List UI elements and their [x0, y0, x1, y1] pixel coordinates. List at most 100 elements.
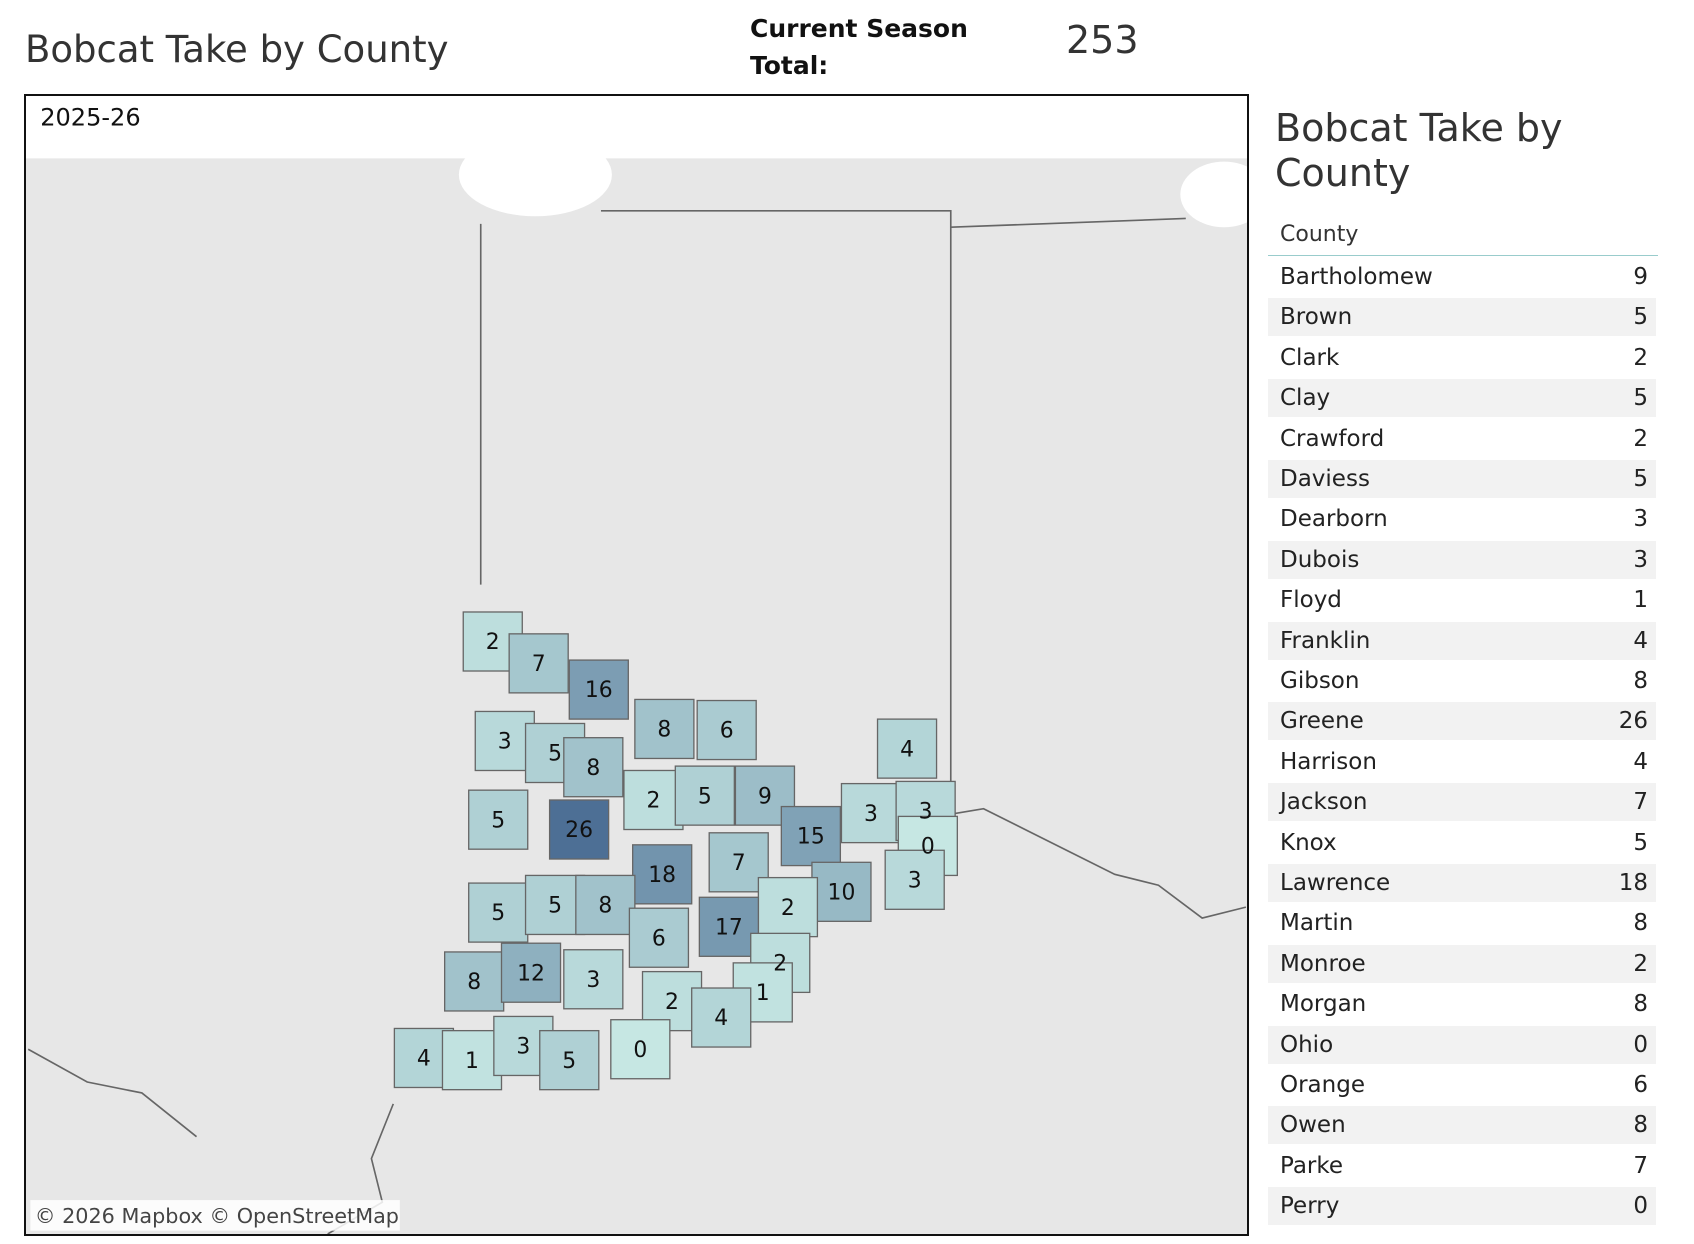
county[interactable] — [539, 1029, 600, 1091]
county[interactable] — [696, 699, 757, 761]
county-value: 8 — [1633, 910, 1648, 937]
county-label: 2 — [486, 630, 500, 655]
county-label: 9 — [758, 784, 772, 809]
county-value: 18 — [1618, 870, 1648, 896]
county[interactable] — [508, 633, 569, 694]
county[interactable] — [780, 805, 842, 867]
table-row[interactable]: Parke 7 — [1268, 1146, 1656, 1185]
county-label: 1 — [465, 1049, 479, 1074]
county-value: 4 — [1633, 627, 1648, 654]
total-value: 253 — [1066, 18, 1139, 62]
table-row[interactable]: Crawford 2 — [1268, 419, 1656, 458]
table-title: Bobcat Take by County — [1275, 106, 1563, 195]
lake — [458, 133, 612, 217]
table-row[interactable]: Clay 5 — [1268, 379, 1656, 418]
table-row[interactable]: Clark 2 — [1268, 338, 1656, 377]
table-row[interactable]: Dearborn 3 — [1268, 500, 1656, 539]
table-row[interactable]: Harrison 4 — [1268, 742, 1656, 781]
table-row[interactable]: Monroe 2 — [1268, 944, 1656, 983]
table-row[interactable]: Brown 5 — [1268, 298, 1656, 337]
county-name: Perry — [1280, 1193, 1340, 1220]
county-value: 5 — [1633, 466, 1648, 492]
county-value: 1 — [1633, 587, 1648, 614]
county-name: Clay — [1280, 385, 1331, 412]
county-name: Monroe — [1280, 950, 1366, 977]
county[interactable] — [500, 942, 562, 1003]
county[interactable] — [468, 789, 529, 850]
dashboard-title: Bobcat Take by County — [25, 28, 449, 71]
table-row[interactable]: Martin 8 — [1268, 904, 1656, 943]
table-row[interactable]: Owen 8 — [1268, 1106, 1656, 1145]
county-label: 8 — [598, 894, 612, 919]
table-row[interactable]: Bartholomew 9 — [1268, 258, 1656, 296]
table-row[interactable]: Gibson 8 — [1268, 662, 1656, 700]
county-value: 8 — [1633, 1112, 1648, 1139]
county[interactable] — [674, 765, 735, 826]
table-row[interactable]: Daviess 5 — [1268, 460, 1656, 498]
county[interactable] — [623, 769, 684, 831]
county-label: 3 — [498, 730, 512, 755]
county-label: 2 — [646, 789, 660, 814]
table-row[interactable]: Jackson 7 — [1268, 783, 1656, 822]
county-label: 6 — [652, 926, 666, 951]
county-label: 5 — [491, 808, 505, 833]
county-label: 4 — [714, 1006, 728, 1031]
state-border — [950, 807, 1247, 919]
county[interactable] — [691, 987, 752, 1048]
county-name: Orange — [1280, 1072, 1365, 1098]
county[interactable] — [568, 659, 629, 720]
county-label: 3 — [864, 802, 878, 827]
table-row[interactable]: Knox 5 — [1268, 823, 1656, 862]
table-row[interactable]: Morgan 8 — [1268, 985, 1656, 1024]
state-border — [950, 217, 1186, 229]
county-label: 26 — [565, 818, 593, 843]
county-label: 6 — [720, 719, 734, 744]
table-row[interactable]: Greene 26 — [1268, 702, 1656, 741]
county[interactable] — [876, 718, 938, 779]
lake — [1180, 161, 1247, 228]
county[interactable] — [474, 710, 535, 772]
county[interactable] — [444, 951, 505, 1012]
county[interactable] — [634, 698, 695, 760]
county[interactable] — [441, 1029, 503, 1091]
total-label: Current Season Total: — [750, 14, 968, 80]
county[interactable] — [610, 1019, 671, 1080]
table-row[interactable]: Perry 0 — [1268, 1187, 1656, 1226]
county[interactable] — [524, 874, 586, 936]
county-label: 5 — [548, 894, 562, 919]
table-row[interactable]: Franklin 4 — [1268, 621, 1656, 660]
county-value: 8 — [1633, 668, 1648, 694]
county-name: Lawrence — [1280, 870, 1391, 896]
county-name: Brown — [1280, 304, 1353, 331]
table-row[interactable]: Lawrence 18 — [1268, 864, 1656, 902]
county[interactable] — [628, 907, 690, 968]
county-value: 5 — [1633, 304, 1648, 331]
county[interactable] — [884, 849, 945, 910]
county-value: 2 — [1633, 425, 1648, 452]
county-label: 15 — [797, 825, 825, 850]
county-value: 7 — [1633, 789, 1648, 816]
county-label: 4 — [417, 1047, 431, 1072]
map-header — [26, 96, 1247, 159]
county-label: 8 — [467, 970, 481, 995]
county-value: 2 — [1633, 344, 1648, 371]
county[interactable] — [698, 896, 760, 957]
table-row[interactable]: Orange 6 — [1268, 1066, 1656, 1104]
county[interactable] — [575, 874, 636, 936]
county-value: 5 — [1633, 385, 1648, 412]
table-row[interactable]: Floyd 1 — [1268, 581, 1656, 620]
county[interactable] — [548, 799, 610, 860]
county-label: 5 — [698, 784, 712, 809]
county-name: Dubois — [1280, 546, 1360, 573]
table-row[interactable]: Ohio 0 — [1268, 1025, 1656, 1064]
county-label: 17 — [715, 915, 743, 940]
county[interactable] — [563, 949, 624, 1010]
county[interactable] — [563, 737, 624, 798]
county-value: 3 — [1633, 546, 1648, 573]
county-name: Ohio — [1280, 1031, 1334, 1058]
county-name: Bartholomew — [1280, 264, 1433, 290]
county-value: 2 — [1633, 950, 1648, 977]
county[interactable] — [632, 844, 693, 905]
table-row[interactable]: Dubois 3 — [1268, 540, 1656, 579]
